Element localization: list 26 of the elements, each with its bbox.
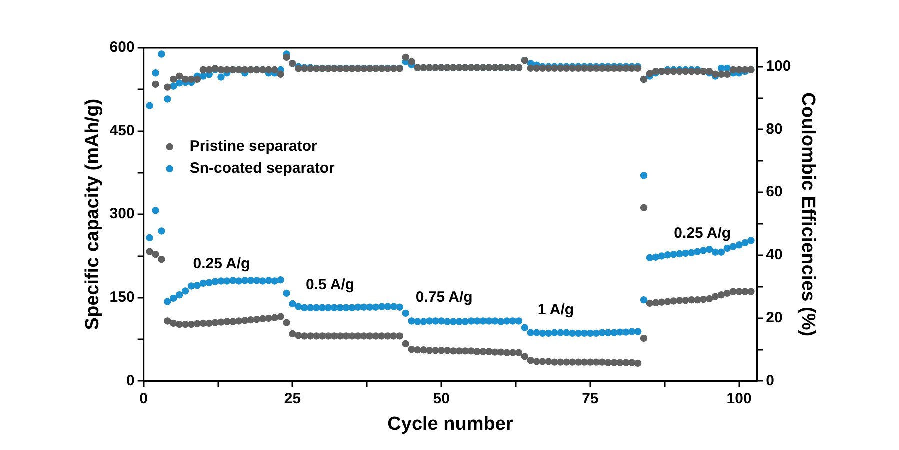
x-tick-label: 0 xyxy=(140,390,148,408)
y2-tick-label: 0 xyxy=(766,372,775,390)
x-tick-label: 100 xyxy=(726,390,752,408)
x-tick-label: 75 xyxy=(582,390,599,408)
y-tick-label: 450 xyxy=(110,122,135,140)
y-tick-label: 300 xyxy=(110,206,135,223)
y-tick-label: 600 xyxy=(110,39,135,56)
annotation: 0.25 A/g xyxy=(193,255,250,272)
annotation: 0.25 A/g xyxy=(674,225,732,242)
annotation: 0.75 A/g xyxy=(416,289,473,306)
y2-tick-label: 100 xyxy=(766,58,792,75)
x-tick-label: 25 xyxy=(284,390,302,408)
y2-axis-title: Coulombic Efficiencies (%) xyxy=(797,92,818,337)
y2-tick-label: 40 xyxy=(766,246,783,264)
annotation: 1 A/g xyxy=(538,301,574,318)
y2-tick-label: 20 xyxy=(766,309,783,326)
y2-tick-label: 80 xyxy=(766,120,783,138)
x-tick-label: 50 xyxy=(433,390,450,408)
legend-label: Pristine separator xyxy=(190,138,318,156)
y-tick-label: 0 xyxy=(126,372,135,390)
y-tick-label: 150 xyxy=(110,289,135,306)
y2-tick-label: 60 xyxy=(766,184,783,201)
annotation: 0.5 A/g xyxy=(306,276,355,294)
legend-label: Sn-coated separator xyxy=(190,160,336,178)
x-axis-title: Cycle number xyxy=(388,414,514,435)
y-axis-title: Specific capacity (mAh/g) xyxy=(82,98,104,330)
